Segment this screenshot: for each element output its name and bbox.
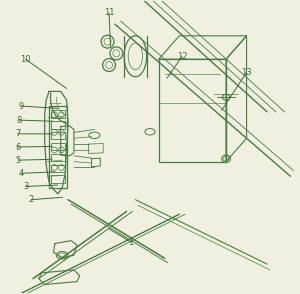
Text: 2: 2 — [29, 195, 34, 204]
Text: 12: 12 — [177, 52, 188, 61]
Text: 8: 8 — [16, 116, 22, 125]
Text: 4: 4 — [19, 169, 24, 178]
Text: 10: 10 — [20, 55, 31, 64]
Text: 13: 13 — [241, 68, 252, 77]
Text: 6: 6 — [15, 143, 20, 151]
Text: 5: 5 — [16, 156, 21, 165]
Text: 7: 7 — [15, 129, 20, 138]
Text: 9: 9 — [19, 101, 24, 111]
Text: 3: 3 — [23, 182, 28, 191]
Circle shape — [101, 35, 114, 48]
Circle shape — [110, 47, 123, 60]
Text: 1: 1 — [128, 238, 134, 247]
Circle shape — [103, 59, 116, 71]
Text: 11: 11 — [104, 9, 114, 17]
